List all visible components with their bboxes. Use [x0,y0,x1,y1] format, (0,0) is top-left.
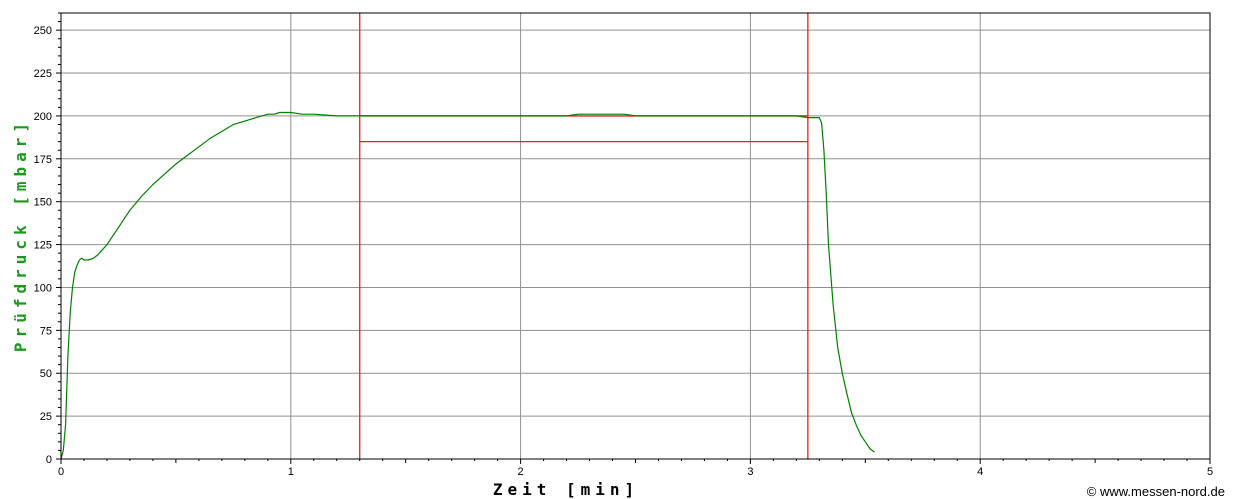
y-tick-label: 100 [34,282,52,294]
x-tick-label: 3 [747,466,753,478]
x-tick-label: 4 [977,466,983,478]
y-tick-labels: 0 25 50 75 100 125 150 175 200 225 250 [34,25,52,466]
copyright-text: © www.messen-nord.de [1087,484,1225,499]
grid-lines [61,13,1210,459]
y-tick-label: 50 [40,368,52,380]
x-axis-title: Zeit [min] [493,480,639,499]
y-axis-title: Prüfdruck [mbar] [11,118,30,352]
x-tick-label: 2 [518,466,524,478]
y-tick-label: 175 [34,154,52,166]
y-tick-label: 25 [40,411,52,423]
pressure-line [60,111,875,460]
y-tick-label: 0 [46,454,52,466]
test-window [359,13,809,459]
minor-ticks [56,12,1211,464]
pressure-series [60,111,875,460]
y-tick-label: 200 [34,111,52,123]
x-tick-label: 5 [1207,466,1213,478]
x-tick-labels: 0 1 2 3 4 5 [58,466,1213,478]
y-tick-label: 225 [34,68,52,80]
x-tick-label: 1 [288,466,294,478]
plot-frame [60,12,1211,460]
y-tick-label: 250 [34,25,52,37]
y-tick-label: 150 [34,197,52,209]
y-tick-label: 125 [34,240,52,252]
x-tick-label: 0 [58,466,64,478]
y-tick-label: 75 [40,325,52,337]
